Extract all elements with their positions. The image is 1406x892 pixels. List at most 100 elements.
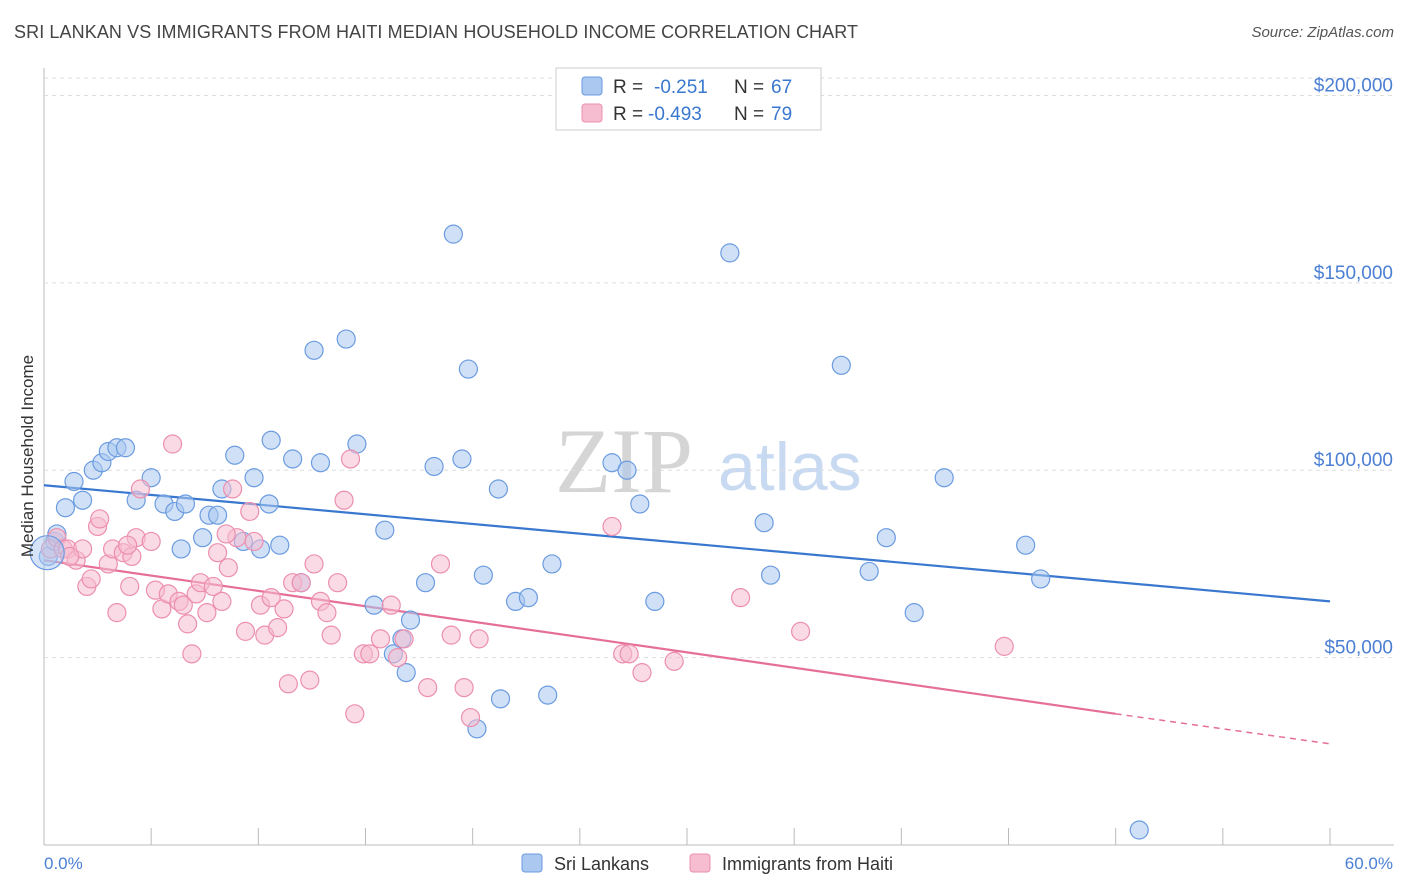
haiti-point xyxy=(223,479,243,499)
y-axis-tick-labels: $50,000 $100,000 $150,000 $200,000 xyxy=(1314,75,1393,658)
haiti-point xyxy=(278,674,298,694)
sri-lankan-point xyxy=(396,663,416,683)
sri-lankan-point xyxy=(602,453,622,473)
sri-lankan-point xyxy=(542,554,562,574)
legend-r-value-2: -0.493 xyxy=(648,104,702,125)
haiti-point xyxy=(418,677,438,698)
haiti-point xyxy=(664,651,684,671)
sri-lankan-point xyxy=(244,468,264,488)
sri-lankan-point xyxy=(225,445,245,465)
sri-lankans-trend-line xyxy=(43,484,1331,603)
haiti-point xyxy=(602,516,622,537)
sri-lankan-point-cluster xyxy=(29,535,65,571)
haiti-point xyxy=(117,535,138,555)
y-tick-label: $50,000 xyxy=(1324,638,1393,659)
sri-lankan-point xyxy=(415,573,436,593)
sri-lankan-point xyxy=(304,340,324,360)
bottom-legend-label-haiti: Immigrants from Haiti xyxy=(722,854,893,874)
haiti-point xyxy=(321,625,341,645)
haiti-point xyxy=(141,531,161,552)
haiti-trend-line-extension xyxy=(1115,713,1331,745)
sri-lankan-point xyxy=(452,449,472,469)
haiti-point xyxy=(460,707,481,728)
sri-lankan-point xyxy=(473,565,493,585)
sri-lankan-point xyxy=(490,689,511,709)
haiti-point xyxy=(334,490,354,510)
sri-lankan-point xyxy=(831,355,851,375)
sri-lankan-point xyxy=(64,471,84,492)
sri-lankan-point xyxy=(261,430,281,450)
sri-lankan-point xyxy=(208,505,228,525)
x-tick-label: 60.0% xyxy=(1345,854,1393,873)
trend-lines xyxy=(43,484,1331,745)
haiti-point xyxy=(120,576,140,597)
haiti-point xyxy=(197,603,217,623)
sri-lankan-point xyxy=(336,329,356,349)
sri-lankan-point xyxy=(488,479,508,499)
haiti-point xyxy=(454,677,474,698)
haiti-point xyxy=(130,479,151,499)
sri-lankan-point xyxy=(754,513,774,533)
haiti-point xyxy=(218,558,238,578)
sri-lankan-point xyxy=(443,224,463,244)
haiti-point xyxy=(81,569,101,589)
haiti-point xyxy=(178,614,198,634)
watermark: ZIP atlas xyxy=(555,410,862,512)
gridlines xyxy=(44,77,1394,659)
haiti-point xyxy=(381,595,401,615)
sri-lankan-point xyxy=(538,685,558,705)
haiti-point xyxy=(328,573,348,593)
y-tick-label: $100,000 xyxy=(1314,450,1393,471)
sri-lankan-point xyxy=(518,588,538,608)
haiti-point xyxy=(430,554,451,574)
haiti-point xyxy=(632,663,652,683)
haiti-point xyxy=(370,629,391,649)
sri-lankan-point xyxy=(175,494,196,514)
legend-swatch-haiti xyxy=(581,103,603,123)
haiti-point xyxy=(90,509,110,529)
haiti-point xyxy=(182,644,202,664)
haiti-point xyxy=(212,591,232,612)
sri-lankan-point xyxy=(364,595,384,615)
bottom-legend-label-sri-lankans: Sri Lankans xyxy=(554,854,649,874)
watermark-zip: ZIP xyxy=(555,410,693,512)
legend-n-value-2: 79 xyxy=(771,104,792,125)
bottom-legend-swatch-sri-lankans xyxy=(521,853,543,873)
sri-lankan-point xyxy=(645,591,665,612)
legend-n-label-2: N = xyxy=(734,104,764,125)
sri-lankan-point xyxy=(375,520,395,540)
legend-n-value-1: 67 xyxy=(771,77,792,98)
x-tick-label: 0.0% xyxy=(44,854,83,873)
haiti-point xyxy=(340,449,361,469)
sri-lankan-point xyxy=(760,565,781,585)
sri-lankan-point xyxy=(259,494,279,514)
haiti-point xyxy=(388,648,408,668)
haiti-point xyxy=(268,618,288,638)
source-label: Source: ZipAtlas.com xyxy=(1251,24,1394,41)
haiti-point xyxy=(994,636,1014,656)
haiti-point xyxy=(235,621,256,641)
haiti-point xyxy=(441,625,461,645)
haiti-point xyxy=(469,629,489,649)
haiti-point xyxy=(317,603,337,623)
haiti-point xyxy=(208,543,228,563)
sri-lankan-point xyxy=(1016,535,1036,555)
correlation-legend: R = -0.251 N = 67 R = -0.493 N = 79 xyxy=(555,67,822,131)
sri-lankan-point xyxy=(1129,820,1149,840)
legend-r-label-2: R = xyxy=(613,104,643,125)
haiti-point xyxy=(203,576,223,597)
haiti-point xyxy=(244,531,264,552)
legend-r-value-1: -0.251 xyxy=(654,77,708,98)
haiti-point xyxy=(790,621,811,641)
watermark-atlas: atlas xyxy=(718,429,862,505)
sri-lankan-point xyxy=(720,243,740,263)
legend-swatch-sri-lankans xyxy=(581,76,603,96)
sri-lankan-point xyxy=(310,453,331,473)
series-legend: Sri Lankans Immigrants from Haiti xyxy=(521,853,893,874)
legend-r-label-1: R = xyxy=(613,77,643,98)
y-tick-label: $150,000 xyxy=(1314,263,1393,284)
haiti-point xyxy=(300,670,320,690)
x-axis-ticks xyxy=(43,828,1331,845)
sri-lankan-point xyxy=(270,535,290,555)
sri-lankan-point xyxy=(876,528,896,548)
